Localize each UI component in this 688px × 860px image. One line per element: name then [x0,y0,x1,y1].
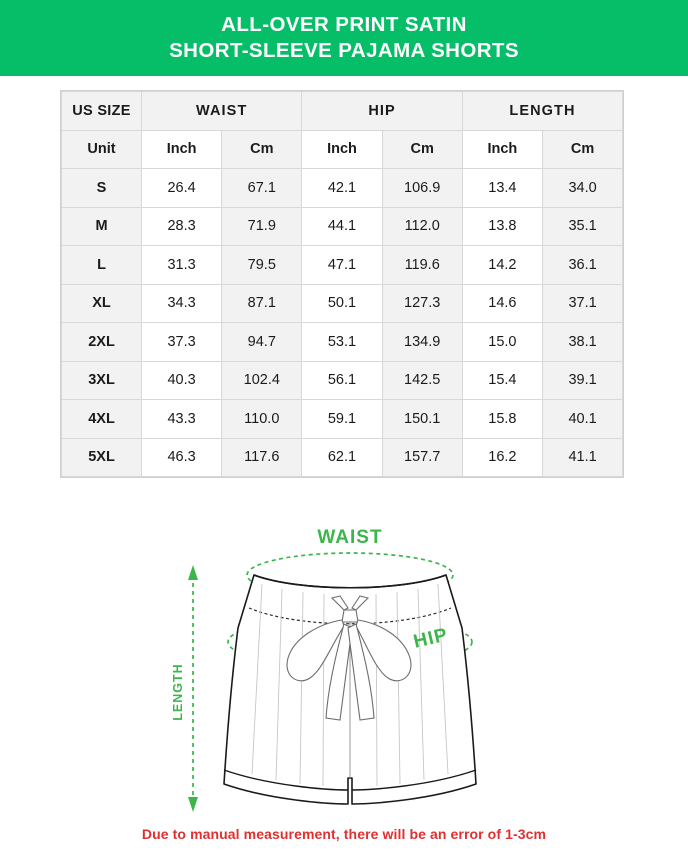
row-size-label: 3XL [61,360,142,400]
table-row: S 26.4 67.1 42.1 106.9 13.4 34.0 [61,168,624,208]
table-cell: 37.1 [541,283,624,323]
table-cell: 50.1 [301,283,383,323]
table-cell: 127.3 [381,283,463,323]
banner-title-line-2: SHORT-SLEEVE PAJAMA SHORTS [169,39,519,62]
header-hip-cm: Cm [381,129,463,169]
table-cell: 36.1 [541,245,624,285]
header-group-hip: HIP [301,91,463,131]
table-cell: 39.1 [541,360,624,400]
header-length-cm: Cm [541,129,624,169]
table-cell: 134.9 [381,322,463,362]
table-header-row-units: Unit Inch Cm Inch Cm Inch Cm [61,129,624,169]
length-arrow-down-icon [188,797,198,812]
table-cell: 34.0 [541,168,624,208]
table-cell: 13.4 [461,168,543,208]
table-cell: 150.1 [381,399,463,439]
row-size-label: 5XL [61,437,142,477]
table-cell: 14.6 [461,283,543,323]
row-size-label: M [61,206,142,246]
table-row: 4XL 43.3 110.0 59.1 150.1 15.8 40.1 [61,399,624,439]
header-us-size: US SIZE [61,91,142,131]
banner-title-line-1: ALL-OVER PRINT SATIN [221,13,467,36]
table-header-row-groups: US SIZE WAIST HIP LENGTH [61,91,624,131]
measurement-disclaimer: Due to manual measurement, there will be… [141,826,547,842]
table-cell: 119.6 [381,245,463,285]
table-cell: 67.1 [221,168,303,208]
page-header-banner: ALL-OVER PRINT SATIN SHORT-SLEEVE PAJAMA… [0,0,688,76]
table-cell: 46.3 [140,437,223,477]
table-cell: 117.6 [221,437,303,477]
drawstring-bow [286,595,412,721]
row-size-label: 4XL [61,399,142,439]
row-size-label: L [61,245,142,285]
table-cell: 56.1 [301,360,383,400]
table-cell: 26.4 [140,168,223,208]
header-waist-cm: Cm [221,129,303,169]
table-cell: 35.1 [541,206,624,246]
header-unit: Unit [61,129,142,169]
table-cell: 106.9 [381,168,463,208]
table-body: S 26.4 67.1 42.1 106.9 13.4 34.0 M 28.3 71.9 44.1 1… [61,168,624,477]
table-cell: 53.1 [301,322,383,362]
table-cell: 62.1 [301,437,383,477]
table-cell: 15.4 [461,360,543,400]
table-cell: 28.3 [140,206,223,246]
table-cell: 13.8 [461,206,543,246]
table-cell: 15.8 [461,399,543,439]
header-group-waist: WAIST [140,91,303,131]
table-cell: 37.3 [140,322,223,362]
table-cell: 38.1 [541,322,624,362]
table-cell: 157.7 [381,437,463,477]
table-cell: 94.7 [221,322,303,362]
table-row: L 31.3 79.5 47.1 119.6 14.2 36.1 [61,245,624,285]
length-arrow-up-icon [188,565,198,580]
table-cell: 71.9 [221,206,303,246]
table-cell: 16.2 [461,437,543,477]
table-cell: 40.3 [140,360,223,400]
table-cell: 44.1 [301,206,383,246]
size-chart-table: US SIZE WAIST HIP LENGTH Unit Inch Cm In… [59,90,625,478]
table-cell: 142.5 [381,360,463,400]
table-cell: 14.2 [461,245,543,285]
row-size-label: XL [61,283,142,323]
table-cell: 42.1 [301,168,383,208]
table-cell: 43.3 [140,399,223,439]
table-row: M 28.3 71.9 44.1 112.0 13.8 35.1 [61,206,624,246]
waist-label: WAIST [317,527,382,548]
table-cell: 79.5 [221,245,303,285]
table-cell: 40.1 [541,399,624,439]
header-length-inch: Inch [461,129,543,169]
table-head: US SIZE WAIST HIP LENGTH Unit Inch Cm In… [61,91,624,169]
table-cell: 87.1 [221,283,303,323]
table-cell: 102.4 [221,360,303,400]
shorts-waistband-top [253,574,447,589]
size-chart-table-container: US SIZE WAIST HIP LENGTH Unit Inch Cm In… [59,90,625,478]
table-cell: 34.3 [140,283,223,323]
row-size-label: 2XL [61,322,142,362]
table-row: 2XL 37.3 94.7 53.1 134.9 15.0 38.1 [61,322,624,362]
table-cell: 112.0 [381,206,463,246]
shorts-hem-left [223,769,349,791]
shorts-waistband-seam [248,607,452,625]
table-row: XL 34.3 87.1 50.1 127.3 14.6 37.1 [61,283,624,323]
table-row: 5XL 46.3 117.6 62.1 157.7 16.2 41.1 [61,437,624,477]
table-cell: 110.0 [221,399,303,439]
table-cell: 31.3 [140,245,223,285]
header-hip-inch: Inch [301,129,383,169]
table-cell: 41.1 [541,437,624,477]
shorts-measurement-diagram: WAIST [0,512,688,822]
row-size-label: S [61,168,142,208]
table-cell: 47.1 [301,245,383,285]
length-label: LENGTH [171,663,185,720]
shorts-hem-right [351,769,477,791]
header-waist-inch: Inch [140,129,223,169]
table-row: 3XL 40.3 102.4 56.1 142.5 15.4 39.1 [61,360,624,400]
header-group-length: LENGTH [461,91,624,131]
table-cell: 15.0 [461,322,543,362]
table-cell: 59.1 [301,399,383,439]
